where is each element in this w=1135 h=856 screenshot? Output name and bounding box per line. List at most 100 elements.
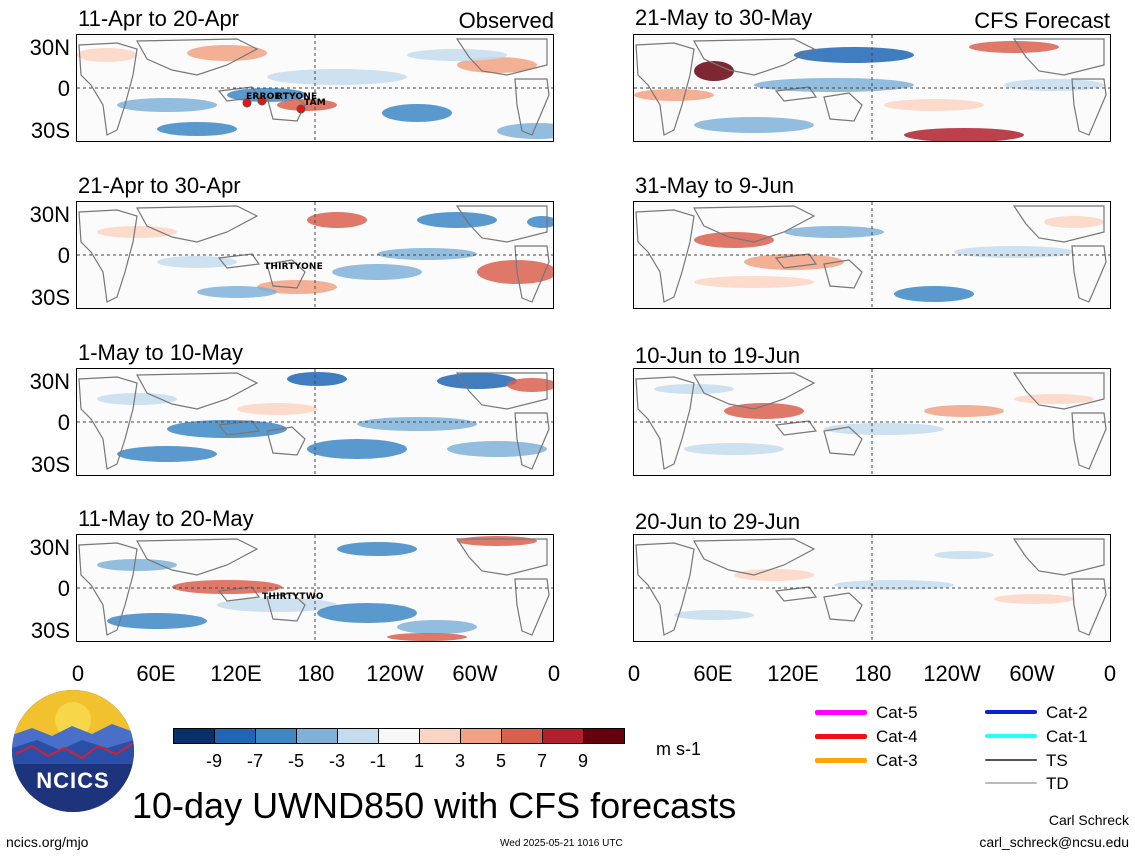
coastline [635,542,695,636]
storm-track-marker [296,104,306,114]
anomaly-contour [934,551,994,559]
anomaly-contour [437,373,517,389]
anomaly-contour [407,49,507,61]
coastline [635,209,695,303]
anomaly-contour [1044,216,1104,228]
map-canvas [77,202,553,308]
legend-swatch-td [985,782,1037,784]
panel-title: 21-Apr to 30-Apr [78,173,241,198]
coastline [78,209,138,303]
legend-label: TD [1046,774,1069,793]
anomaly-contour [994,594,1074,604]
coastline [692,38,816,76]
coastline [266,592,306,622]
anomaly-map [633,534,1111,642]
coastline [823,259,863,289]
anomaly-contour [497,123,553,139]
coastline [514,78,550,136]
legend-label: Cat-5 [876,703,918,722]
anomaly-contour [307,439,407,459]
map-canvas [634,35,1110,141]
lon-label: 0 [71,661,85,686]
lat-label: 30N [29,369,70,394]
colorbar-swatch [501,728,543,744]
lon-label: 60E [136,661,176,686]
anomaly-contour [97,393,177,405]
lat-label: 0 [57,243,70,268]
colorbar-label: 7 [536,751,547,771]
anomaly-contour [287,372,347,386]
site-link[interactable]: ncics.org/mjo [6,834,89,850]
lon-label: 120W [923,661,981,686]
panel-title: 11-Apr to 20-Apr [78,6,240,31]
coastline [774,586,818,602]
lon-label: 180 [854,661,892,686]
coastline [1012,205,1105,243]
anomaly-contour [447,441,547,457]
storm-track-marker [257,96,267,106]
anomaly-contour [954,246,1074,258]
lon-label: 0 [547,661,561,686]
anomaly-contour [117,98,217,112]
coastline [1012,538,1105,576]
anomaly-contour [894,286,974,302]
ncics-logo: NCICS [12,690,134,812]
timestamp: Wed 2025-05-21 1016 UTC [500,838,623,849]
coastline [692,205,816,243]
colorbar-label: -1 [369,751,386,771]
anomaly-contour [337,542,417,556]
colorbar-swatch [214,728,256,744]
coastline [635,376,695,470]
anomaly-contour [157,256,237,268]
coastline [692,372,816,410]
colorbar-swatch [173,728,215,744]
legend-swatch-cat2 [985,710,1037,714]
panel-title: 11-May to 20-May [78,506,254,531]
coastline [135,372,259,410]
coastline [1071,412,1107,470]
anomaly-contour [307,212,367,228]
lat-label: 30S [30,118,70,143]
lat-label: 30N [29,535,70,560]
panel-title: 10-Jun to 19-Jun [635,343,801,368]
coastline [514,412,550,470]
anomaly-contour [884,99,984,111]
anomaly-contour [277,99,337,111]
logo-text: NCICS [36,768,110,793]
lat-label: 30S [30,285,70,310]
anomaly-contour [674,610,754,620]
lat-label: 30S [30,618,70,643]
colorbar-swatch [296,728,338,744]
lat-label: 30S [30,452,70,477]
anomaly-contour [357,417,477,431]
legend-swatch-cat3 [815,758,867,763]
anomaly-contour [654,384,734,394]
legend-swatch-cat4 [815,734,867,739]
anomaly-contour [634,89,714,101]
colorbar-label: -3 [328,751,345,771]
panel-tag-forecast: CFS Forecast [974,8,1110,33]
colorbar-label: 1 [413,751,424,771]
anomaly-contour [684,443,784,455]
anomaly-contour [377,248,477,260]
author-name: Carl Schreck [1048,812,1129,828]
lat-label: 0 [57,576,70,601]
colorbar-swatch [583,728,625,744]
anomaly-contour [187,45,267,61]
legend-label: Cat-1 [1046,727,1088,746]
legend-swatch-ts [985,759,1037,761]
author-email[interactable]: carl_schreck@ncsu.edu [979,834,1129,850]
panel-title: 1-May to 10-May [78,340,244,365]
coastline [823,92,863,122]
legend-label: Cat-4 [876,727,918,746]
anomaly-contour [694,232,774,248]
coastline [78,376,138,470]
anomaly-contour [387,633,467,641]
coastline [1071,578,1107,636]
anomaly-contour [694,61,734,81]
coastline [1012,372,1105,410]
anomaly-contour [77,48,137,62]
colorbar-label: 9 [577,751,588,771]
anomaly-contour [167,420,287,438]
lat-label: 30N [29,35,70,60]
